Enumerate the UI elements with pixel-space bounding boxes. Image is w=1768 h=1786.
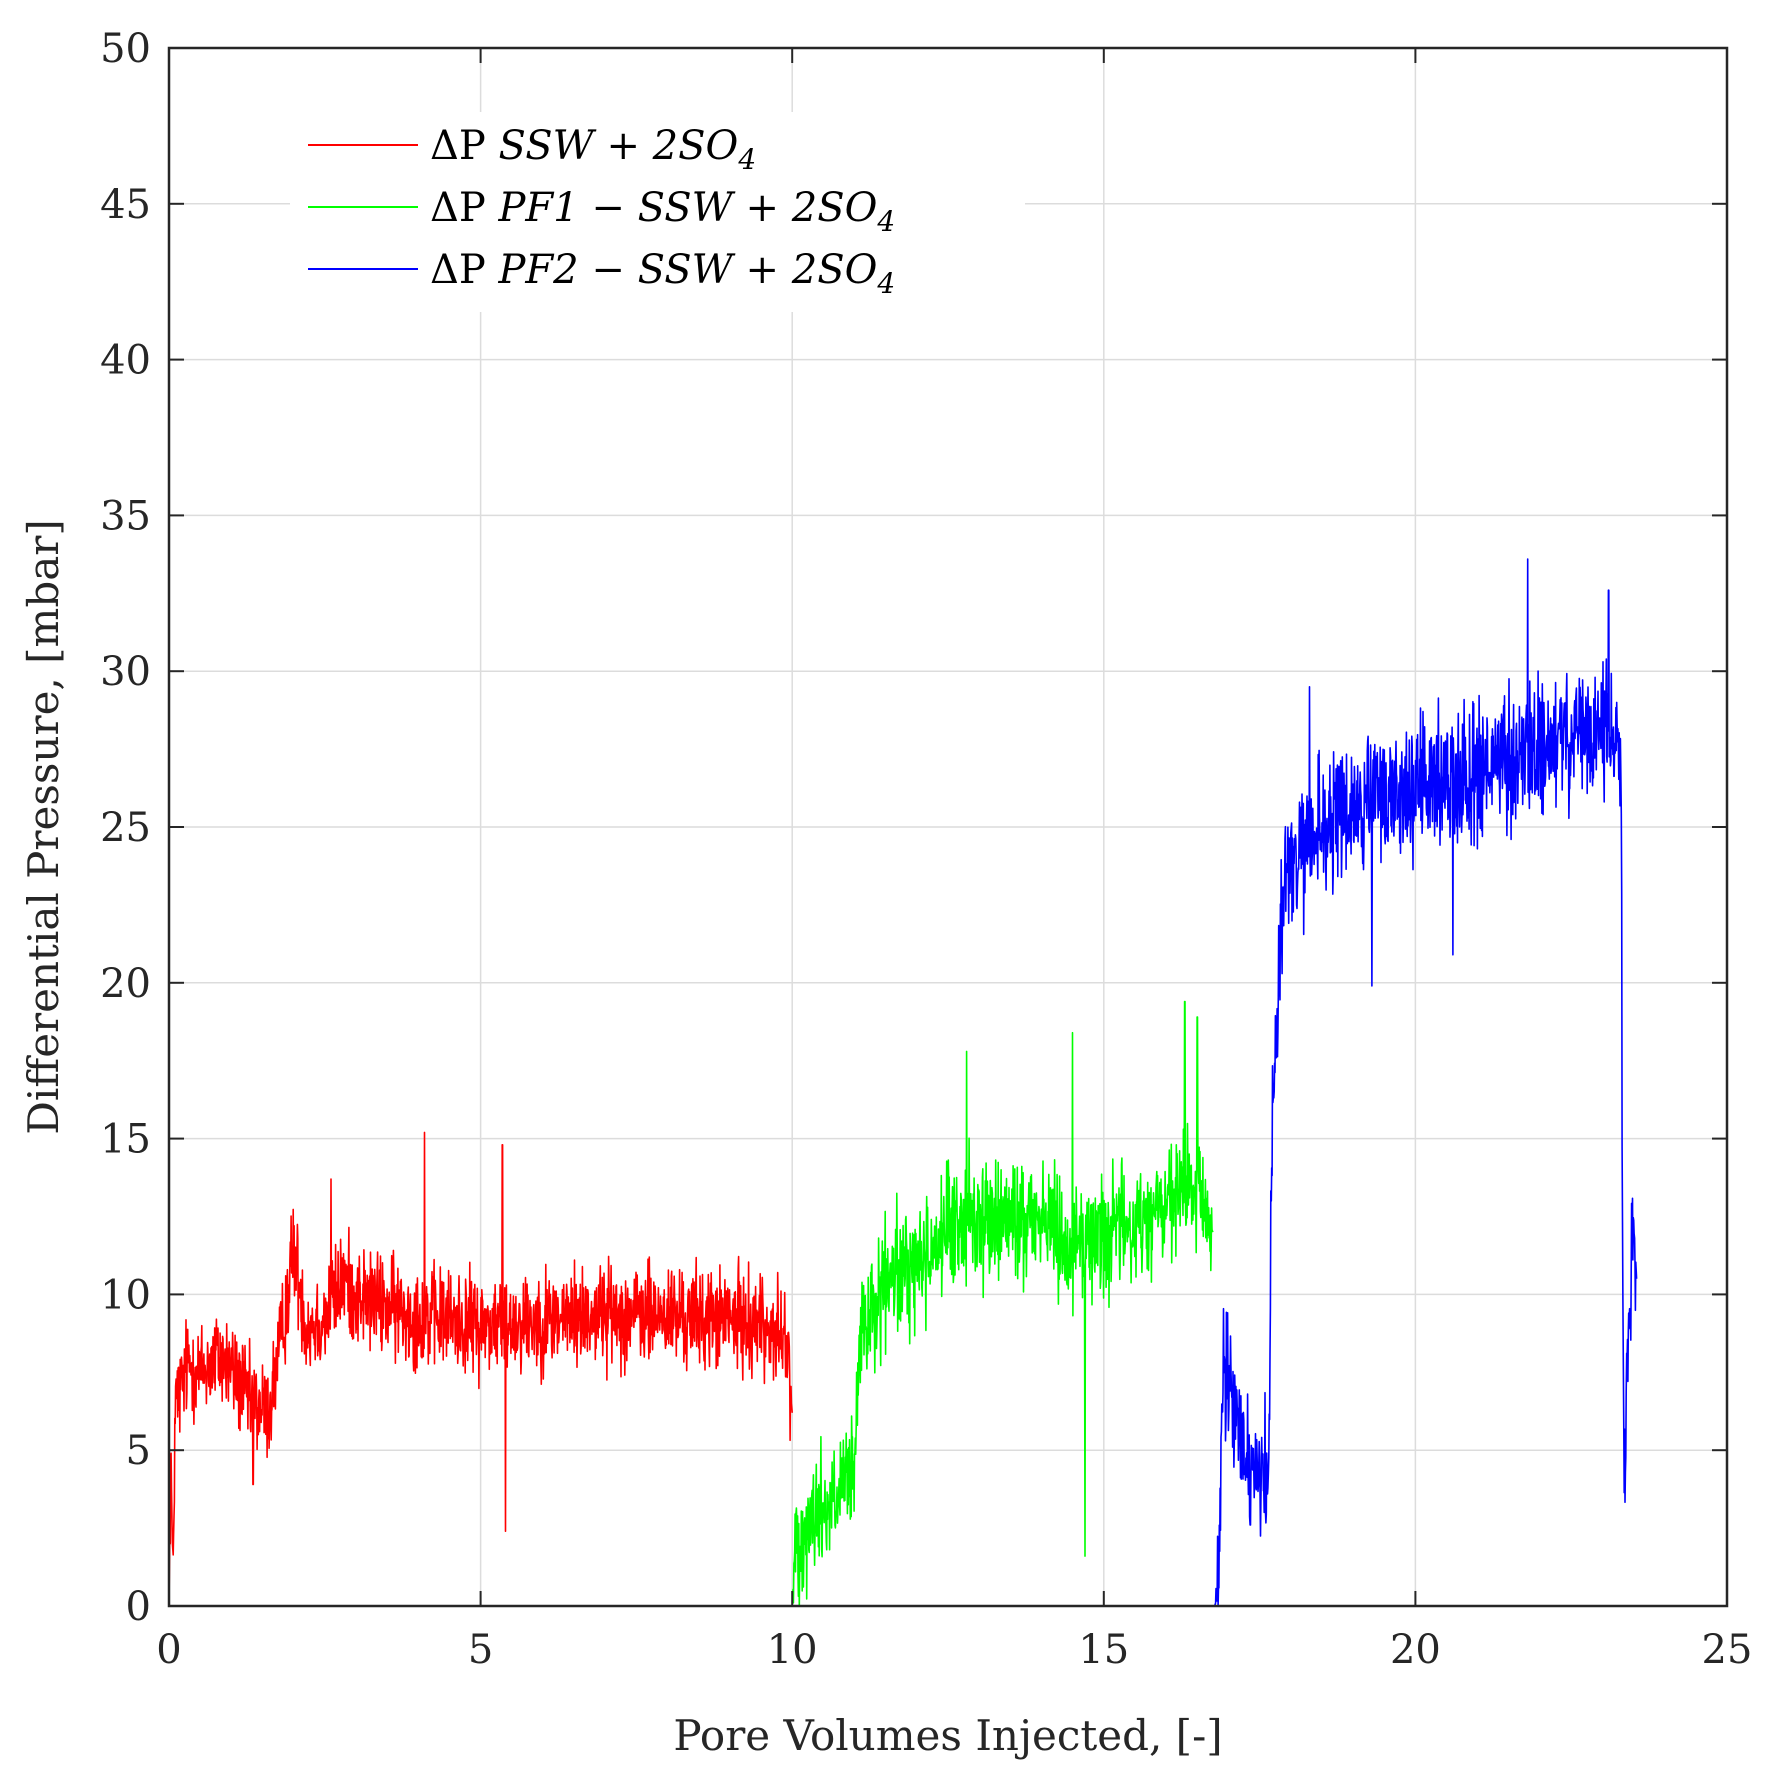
legend-entry-1: ΔP SSW + 2SO4 (430, 123, 756, 176)
tick-labels: 0 5 10 15 20 25 0 5 10 15 20 25 30 35 40 45 50 (100, 26, 1752, 1673)
y-tick-label: 45 (100, 182, 151, 228)
y-tick-label: 0 (126, 1584, 151, 1630)
y-tick-label: 35 (100, 493, 151, 539)
legend-entry-2: ΔP PF1 − SSW + 2SO4 (430, 185, 895, 238)
series-line-3 (1213, 558, 1638, 1607)
x-tick-label: 0 (156, 1627, 181, 1673)
series-line-2 (791, 1000, 1214, 1607)
grid-lines (169, 48, 1727, 1606)
x-tick-label: 25 (1702, 1627, 1753, 1673)
legend-entry-3: ΔP PF2 − SSW + 2SO4 (430, 247, 895, 300)
x-tick-label: 5 (468, 1627, 493, 1673)
y-tick-label: 50 (100, 26, 151, 72)
x-tick-label: 15 (1078, 1627, 1129, 1673)
legend: ΔP SSW + 2SO4 ΔP PF1 − SSW + 2SO4 ΔP PF2 −… (290, 112, 1025, 312)
y-tick-label: 10 (100, 1272, 151, 1318)
x-tick-label: 10 (767, 1627, 818, 1673)
axis-ticks (168, 47, 1728, 1607)
x-axis-label: Pore Volumes Injected, [-] (673, 1711, 1222, 1760)
y-tick-label: 5 (126, 1428, 151, 1474)
series-layer (168, 558, 1638, 1607)
y-tick-label: 15 (100, 1117, 151, 1163)
series-line-1 (168, 1131, 793, 1607)
x-tick-label: 20 (1390, 1627, 1441, 1673)
y-tick-label: 40 (100, 338, 151, 384)
y-axis-label: Differential Pressure, [mbar] (19, 519, 68, 1135)
y-tick-label: 30 (100, 649, 151, 695)
y-tick-label: 25 (100, 805, 151, 851)
y-tick-label: 20 (100, 961, 151, 1007)
